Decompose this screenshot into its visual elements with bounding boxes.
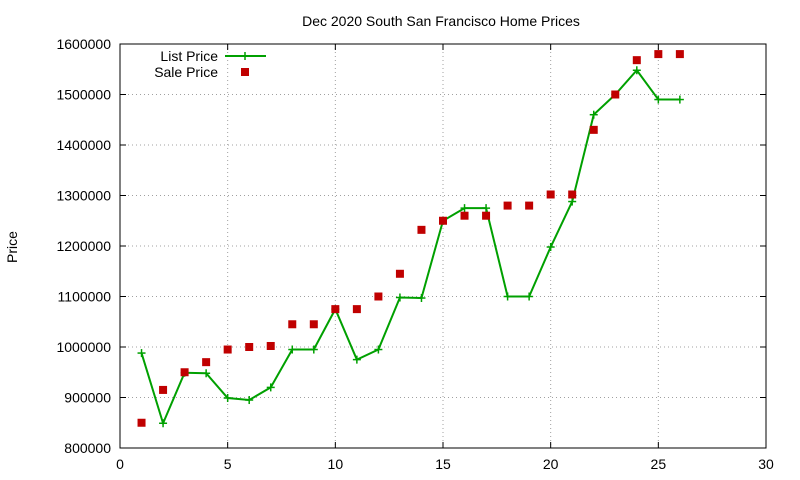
list-price-point — [352, 355, 361, 364]
list-price-point — [482, 204, 491, 213]
list-price-point — [159, 419, 168, 428]
list-price-point — [266, 383, 275, 392]
y-axis-label: Price — [4, 231, 20, 263]
sale-price-point — [309, 320, 318, 329]
sale-price-point — [482, 211, 491, 220]
list-price-point — [374, 345, 383, 354]
y-tick-label: 900000 — [64, 390, 111, 406]
sale-price-point — [611, 90, 620, 99]
list-price-point — [546, 243, 555, 252]
x-tick-label: 25 — [651, 456, 667, 472]
y-tick-label: 1200000 — [56, 238, 111, 254]
grid-layer — [120, 44, 766, 448]
list-price-point — [245, 396, 254, 405]
list-price-point — [137, 349, 146, 358]
sale-price-point — [202, 358, 211, 367]
sale-price-point — [589, 125, 598, 134]
sale-price-point — [675, 50, 684, 59]
sale-price-point — [288, 320, 297, 329]
sale-price-point — [180, 368, 189, 377]
legend-square-swatch — [241, 68, 249, 76]
y-tick-label: 1500000 — [56, 87, 111, 103]
chart-title: Dec 2020 South San Francisco Home Prices — [302, 13, 580, 29]
y-tick-label: 1300000 — [56, 188, 111, 204]
list-price-point — [309, 345, 318, 354]
sale-price-point — [374, 292, 383, 301]
x-tick-label: 10 — [328, 456, 344, 472]
sale-price-point — [439, 216, 447, 225]
x-tick-label: 30 — [758, 456, 774, 472]
sale-price-point — [223, 345, 232, 354]
y-tick-label: 1100000 — [58, 289, 112, 305]
list-price-point — [223, 394, 232, 403]
sale-price-point — [632, 56, 641, 65]
sale-price-point — [546, 190, 555, 199]
x-tick-label: 0 — [116, 456, 124, 472]
list-price-point — [395, 293, 404, 302]
list-price-point — [632, 66, 641, 75]
list-price-point — [525, 292, 534, 301]
y-tick-label: 1600000 — [56, 36, 111, 52]
sale-price-point — [460, 211, 469, 220]
list-price-point — [568, 197, 577, 206]
y-tick-label: 1000000 — [56, 339, 111, 355]
list-price-point — [202, 369, 211, 378]
list-price-point — [288, 345, 297, 354]
list-price-point — [417, 294, 426, 303]
y-tick-label: 1400000 — [56, 137, 111, 153]
sale-price-point — [654, 50, 663, 59]
series-layer — [137, 50, 684, 428]
tick-layer: 0 5 10 15 20 25 30 800000 900000 1000000 1100000 12… — [56, 36, 774, 472]
list-price-point — [460, 204, 469, 213]
sale-price-point — [568, 190, 577, 199]
y-tick-label: 800000 — [64, 440, 111, 456]
x-tick-label: 20 — [543, 456, 559, 472]
sale-price-point — [159, 385, 168, 394]
sale-price-point — [395, 269, 404, 278]
sale-price-point — [137, 418, 146, 427]
list-price-point — [675, 95, 684, 104]
list-price-point — [654, 95, 663, 104]
sale-price-point — [503, 201, 512, 210]
sale-price-point — [331, 305, 340, 314]
list-price-point — [503, 292, 512, 301]
sale-price-point — [245, 343, 254, 351]
sale-price-point — [525, 201, 534, 210]
legend-label: List Price — [160, 48, 218, 64]
sale-price-point — [266, 341, 275, 350]
list-price-point — [589, 110, 598, 119]
x-tick-label: 15 — [435, 456, 451, 472]
legend-label: Sale Price — [154, 64, 218, 80]
sale-price-point — [352, 305, 361, 314]
sale-price-point — [417, 225, 426, 234]
legend-plus-marker — [241, 52, 249, 60]
list-price-line — [140, 68, 680, 427]
x-tick-label: 5 — [224, 456, 232, 472]
